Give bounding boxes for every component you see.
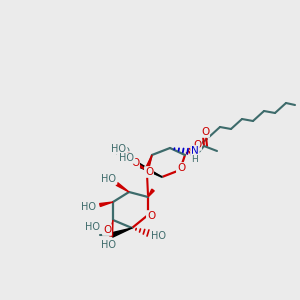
Text: HO: HO <box>80 202 95 212</box>
Text: HO: HO <box>119 153 134 163</box>
Text: HO: HO <box>112 144 127 154</box>
Text: O: O <box>124 152 132 162</box>
Polygon shape <box>132 160 162 177</box>
Text: HO: HO <box>85 222 100 232</box>
Text: O: O <box>103 225 111 235</box>
Text: HO: HO <box>116 147 130 157</box>
Text: O: O <box>147 211 155 221</box>
Text: N: N <box>191 146 199 156</box>
Polygon shape <box>116 183 129 192</box>
Text: O: O <box>131 158 139 168</box>
Text: O: O <box>177 163 185 173</box>
Text: HO: HO <box>101 240 116 250</box>
Text: HO: HO <box>101 174 116 184</box>
Polygon shape <box>100 202 113 206</box>
Text: O: O <box>193 140 201 150</box>
Text: O: O <box>201 127 209 137</box>
Polygon shape <box>146 155 152 169</box>
Polygon shape <box>148 189 154 197</box>
Polygon shape <box>131 160 147 170</box>
Polygon shape <box>111 228 132 237</box>
Text: O: O <box>145 167 153 177</box>
Text: HO: HO <box>151 231 166 241</box>
Text: H: H <box>192 154 198 164</box>
Polygon shape <box>110 220 113 236</box>
